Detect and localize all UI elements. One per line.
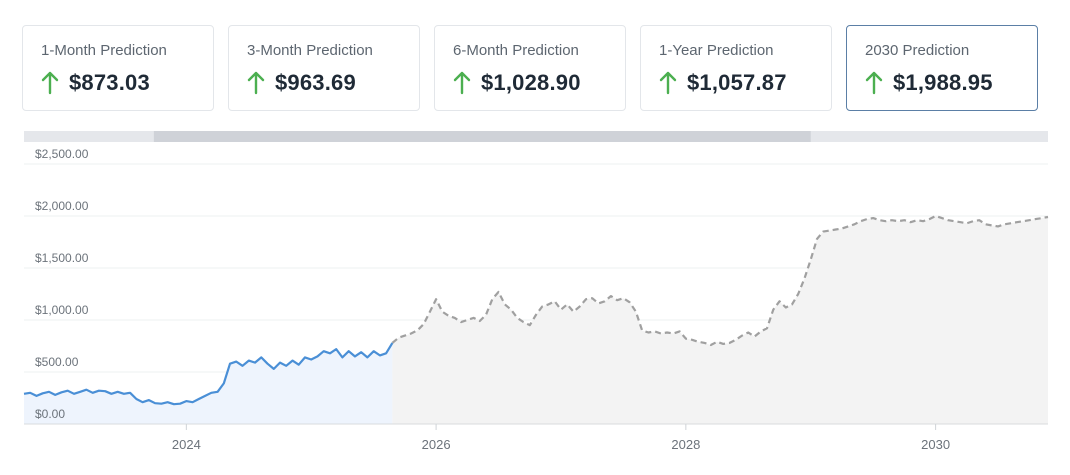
prediction-area: [392, 216, 1048, 424]
x-tick-label: 2030: [921, 437, 950, 452]
x-tick-label: 2026: [422, 437, 451, 452]
card-label: 2030 Prediction: [865, 42, 970, 59]
prediction-card-2030[interactable]: 2030 Prediction $1,988.95: [846, 25, 1038, 111]
card-value: $1,028.90: [481, 70, 581, 95]
card-value: $1,988.95: [893, 70, 993, 95]
card-label: 1-Month Prediction: [41, 42, 167, 59]
prediction-card-1-month[interactable]: 1-Month Prediction $873.03: [22, 25, 214, 111]
x-tick-label: 2028: [671, 437, 700, 452]
card-label: 3-Month Prediction: [247, 42, 373, 59]
card-value: $873.03: [69, 70, 150, 95]
y-tick-label: $1,000.00: [35, 303, 89, 317]
x-tick-label: 2024: [172, 437, 201, 452]
card-label: 6-Month Prediction: [453, 42, 579, 59]
card-value: $963.69: [275, 70, 356, 95]
card-label: 1-Year Prediction: [659, 42, 774, 59]
y-tick-label: $500.00: [35, 355, 79, 369]
arrow-up-icon: [865, 71, 883, 95]
prediction-line: [391, 214, 1049, 347]
historical-line: [23, 342, 394, 406]
y-tick-label: $1,500.00: [35, 251, 89, 265]
y-tick-label: $2,500.00: [35, 147, 89, 161]
y-tick-label: $2,000.00: [35, 199, 89, 213]
prediction-card-3-month[interactable]: 3-Month Prediction $963.69: [228, 25, 420, 111]
arrow-up-icon: [659, 71, 677, 95]
prediction-card-1-year[interactable]: 1-Year Prediction $1,057.87: [640, 25, 832, 111]
historical-area: [24, 342, 393, 424]
arrow-up-icon: [453, 71, 471, 95]
arrow-up-icon: [41, 71, 59, 95]
y-tick-label: $0.00: [35, 407, 65, 421]
navigator-window[interactable]: [153, 131, 811, 142]
arrow-up-icon: [247, 71, 265, 95]
card-value: $1,057.87: [687, 70, 787, 95]
prediction-card-6-month[interactable]: 6-Month Prediction $1,028.90: [434, 25, 626, 111]
price-chart: $0.00 $500.00 $1,000.00 $1,500.00 $2,000.00 $…: [23, 131, 1049, 452]
